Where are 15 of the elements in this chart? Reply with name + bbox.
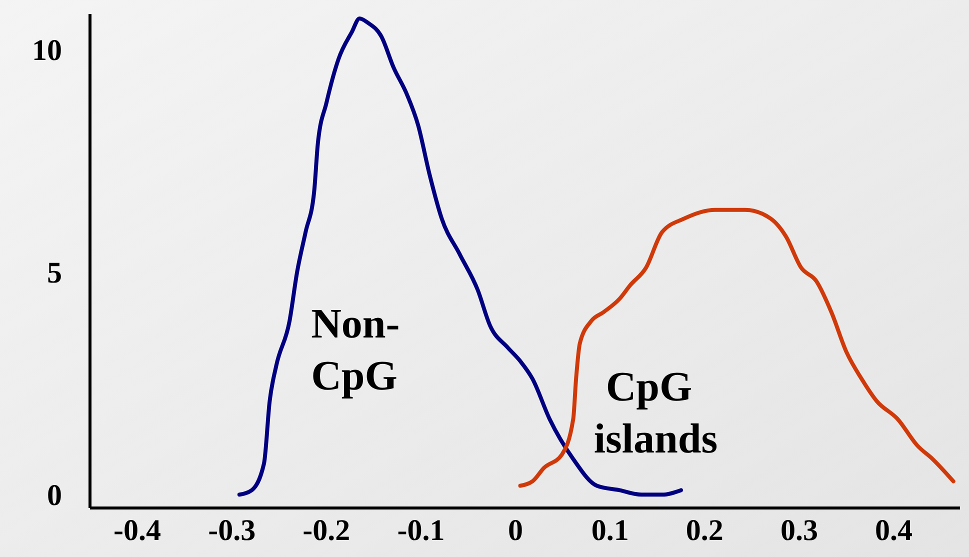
- x-tick-label: -0.3: [208, 514, 256, 547]
- y-tick-label: 0: [47, 479, 62, 512]
- x-tick-label: 0.4: [875, 514, 913, 547]
- x-tick-label: -0.4: [114, 514, 162, 547]
- x-tick-label: -0.2: [302, 514, 350, 547]
- x-tick-label: -0.1: [397, 514, 445, 547]
- series-label: CpG islands: [594, 364, 718, 463]
- y-tick-label: 5: [47, 256, 62, 290]
- x-tick-label: 0.2: [686, 514, 724, 547]
- y-tick-label: 10: [32, 34, 62, 68]
- x-tick-label: 0.3: [780, 514, 818, 547]
- x-tick-label: 0.1: [591, 514, 629, 547]
- series-label: Non-CpG: [311, 302, 400, 400]
- x-tick-label: 0: [508, 514, 524, 547]
- line-series: [518, 208, 956, 488]
